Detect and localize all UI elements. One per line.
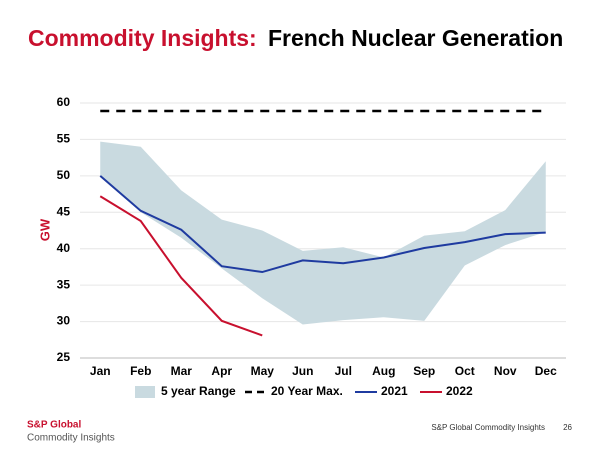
x-tick-label: Dec xyxy=(535,364,557,378)
range-area xyxy=(100,141,546,325)
x-tick-label: Oct xyxy=(455,364,475,378)
footer-brand: S&P Global xyxy=(27,420,81,431)
series-line xyxy=(99,195,263,337)
y-axis-label: GW xyxy=(37,218,52,241)
series-line xyxy=(99,175,546,274)
x-tick-label: Nov xyxy=(494,364,517,378)
y-tick-label: 50 xyxy=(57,168,71,182)
x-tick-label: Jan xyxy=(90,364,111,378)
y-tick-label: 35 xyxy=(57,277,71,291)
chart-title: French Nuclear Generation xyxy=(268,25,563,51)
y-tick-label: 30 xyxy=(57,314,71,328)
x-tick-label: May xyxy=(251,364,275,378)
title-prefix: Commodity Insights: xyxy=(28,25,257,51)
legend-label: 5 year Range xyxy=(161,384,236,398)
page-number: 26 xyxy=(563,423,572,432)
x-tick-label: Aug xyxy=(372,364,395,378)
x-tick-label: Jul xyxy=(335,364,352,378)
legend-label: 2022 xyxy=(446,384,473,398)
legend-label: 20 Year Max. xyxy=(271,384,343,398)
y-tick-label: 25 xyxy=(57,350,71,364)
x-tick-label: Jun xyxy=(292,364,313,378)
footer-source: S&P Global Commodity Insights xyxy=(431,423,545,432)
legend-label: 2021 xyxy=(381,384,408,398)
y-tick-label: 55 xyxy=(57,132,71,146)
y-tick-label: 40 xyxy=(57,241,71,255)
x-tick-label: Feb xyxy=(130,364,151,378)
x-tick-label: Sep xyxy=(413,364,435,378)
y-tick-label: 60 xyxy=(57,95,71,109)
x-tick-label: Mar xyxy=(171,364,193,378)
x-tick-label: Apr xyxy=(211,364,232,378)
y-tick-label: 45 xyxy=(57,204,71,218)
footer-brand-sub: Commodity Insights xyxy=(27,433,115,444)
legend-swatch xyxy=(135,386,155,398)
